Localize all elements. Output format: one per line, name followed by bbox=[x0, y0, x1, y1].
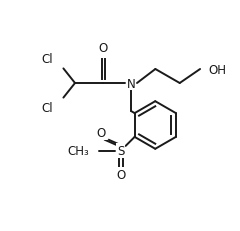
Text: Cl: Cl bbox=[42, 53, 54, 66]
Text: Cl: Cl bbox=[42, 102, 54, 115]
Text: OH: OH bbox=[208, 63, 226, 76]
Text: CH₃: CH₃ bbox=[67, 145, 89, 158]
Text: S: S bbox=[117, 145, 124, 158]
Text: O: O bbox=[96, 127, 106, 140]
Text: N: N bbox=[127, 77, 135, 90]
Text: O: O bbox=[98, 42, 108, 55]
Text: O: O bbox=[116, 168, 125, 181]
